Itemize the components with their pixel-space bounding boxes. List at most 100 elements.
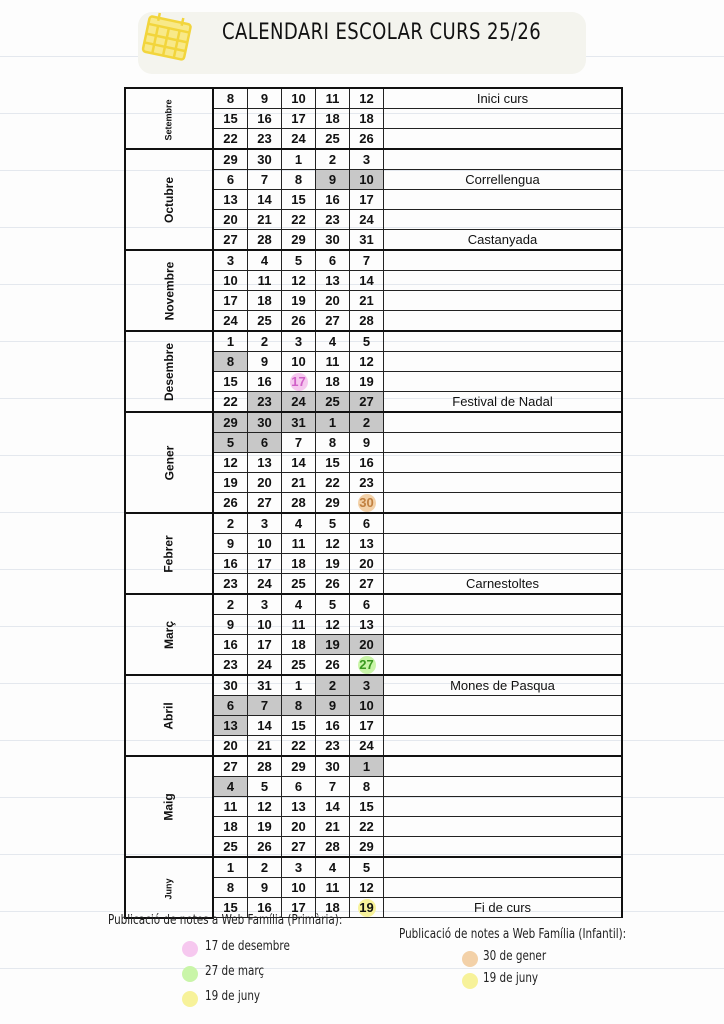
week-row: Gener 29 30 31 1 2 xyxy=(124,411,623,514)
event-note: Mones de Pasqua xyxy=(383,674,623,696)
event-note xyxy=(383,108,623,129)
day-number: 24 xyxy=(359,738,374,753)
day-number: 27 xyxy=(359,576,374,591)
week-row: Febrer 2 3 4 5 6 xyxy=(124,512,623,595)
event-note xyxy=(383,189,623,210)
week-row: 24 25 26 27 28 xyxy=(125,310,623,332)
legend-primaria-title: Publicació de notes a Web Família (Primà… xyxy=(108,913,343,928)
day-number: 5 xyxy=(260,779,269,794)
week-row: 19 20 21 22 23 xyxy=(125,472,623,493)
month-name: Setembre xyxy=(164,99,174,141)
day-cell: 14 xyxy=(349,270,384,291)
day-cell: 14 xyxy=(281,452,316,473)
day-number: 27 xyxy=(223,232,238,247)
day-number: 25 xyxy=(291,657,306,672)
day-cell: 16 xyxy=(247,108,282,129)
event-note xyxy=(383,452,623,473)
day-cell: 13 xyxy=(315,270,350,291)
day-cell: 11 xyxy=(315,351,350,372)
event-note xyxy=(383,148,623,170)
day-number: 1 xyxy=(226,860,235,875)
day-number: 22 xyxy=(325,475,340,490)
day-cell: 21 xyxy=(315,816,350,837)
event-note xyxy=(383,755,623,777)
day-number: 12 xyxy=(257,799,272,814)
day-cell: 28 xyxy=(281,492,316,514)
day-cell: 22 xyxy=(315,472,350,493)
week-row: 15 16 17 18 19 Fi de curs xyxy=(125,897,623,918)
day-cell: 11 xyxy=(212,796,248,817)
day-number: 16 xyxy=(325,192,340,207)
day-cell: 2 xyxy=(247,330,282,352)
day-number: 27 xyxy=(325,313,340,328)
day-number: 15 xyxy=(223,900,238,915)
day-number: 12 xyxy=(325,536,340,551)
month-label: Octubre xyxy=(124,148,214,251)
day-number: 2 xyxy=(362,415,371,430)
day-number: 21 xyxy=(257,212,272,227)
month-label: Juny xyxy=(124,856,214,919)
day-number: 26 xyxy=(257,839,272,854)
month-name: Octubre xyxy=(161,176,176,224)
day-cell: 30 xyxy=(349,492,384,514)
day-number: 24 xyxy=(359,212,374,227)
day-number: 25 xyxy=(223,839,238,854)
day-number: 12 xyxy=(359,91,374,106)
day-cell: 15 xyxy=(315,452,350,473)
day-cell: 25 xyxy=(281,573,316,595)
day-number: 17 xyxy=(291,111,306,126)
day-cell: 6 xyxy=(349,593,384,615)
month-name: Desembre xyxy=(162,342,176,402)
day-number: 5 xyxy=(328,516,337,531)
day-number: 15 xyxy=(223,374,238,389)
month-label: Abril xyxy=(124,674,214,757)
week-row: Octubre 29 30 1 2 3 xyxy=(124,148,623,251)
day-cell: 2 xyxy=(212,512,248,534)
day-cell: 25 xyxy=(212,836,248,858)
event-note: Correllengua xyxy=(383,169,623,190)
day-number: 14 xyxy=(291,455,306,470)
day-number: 4 xyxy=(294,516,303,531)
day-cell: 18 xyxy=(315,371,350,392)
day-number: 31 xyxy=(359,232,374,247)
day-number: 11 xyxy=(257,273,272,288)
orange-dot-icon xyxy=(462,951,478,967)
day-cell: 8 xyxy=(212,351,248,372)
day-cell: 17 xyxy=(247,553,282,574)
event-note xyxy=(383,209,623,230)
day-number: 20 xyxy=(291,819,306,834)
day-cell: 12 xyxy=(349,87,384,109)
event-note xyxy=(383,614,623,635)
day-number: 26 xyxy=(325,657,340,672)
week-row: 23 24 25 26 27 xyxy=(125,654,623,676)
day-number: 24 xyxy=(223,313,238,328)
day-number: 18 xyxy=(325,111,340,126)
day-number: 7 xyxy=(260,172,269,187)
day-cell: 18 xyxy=(281,553,316,574)
day-cell: 7 xyxy=(349,249,384,271)
day-cell: 22 xyxy=(281,209,316,230)
day-number: 16 xyxy=(257,111,272,126)
legend-item-label: 17 de desembre xyxy=(205,939,290,954)
day-number: 8 xyxy=(362,779,371,794)
day-number: 13 xyxy=(257,455,272,470)
day-cell: 19 xyxy=(281,290,316,311)
day-number: 23 xyxy=(257,131,272,146)
event-note xyxy=(383,715,623,736)
week-row: 13 14 15 16 17 xyxy=(125,189,623,210)
day-cell: 7 xyxy=(247,169,282,190)
day-number: 5 xyxy=(226,435,235,450)
day-cell: 27 xyxy=(349,573,384,595)
day-number: 9 xyxy=(362,435,371,450)
day-cell: 10 xyxy=(247,533,282,554)
day-cell: 3 xyxy=(281,330,316,352)
day-number: 22 xyxy=(359,819,374,834)
day-number: 21 xyxy=(359,293,374,308)
day-number: 19 xyxy=(291,293,306,308)
week-row: 20 21 22 23 24 xyxy=(125,209,623,230)
day-number: 2 xyxy=(328,678,337,693)
day-number: 3 xyxy=(226,253,235,268)
day-cell: 16 xyxy=(315,189,350,210)
day-cell: 3 xyxy=(281,856,316,878)
week-row: 11 12 13 14 15 xyxy=(125,796,623,817)
